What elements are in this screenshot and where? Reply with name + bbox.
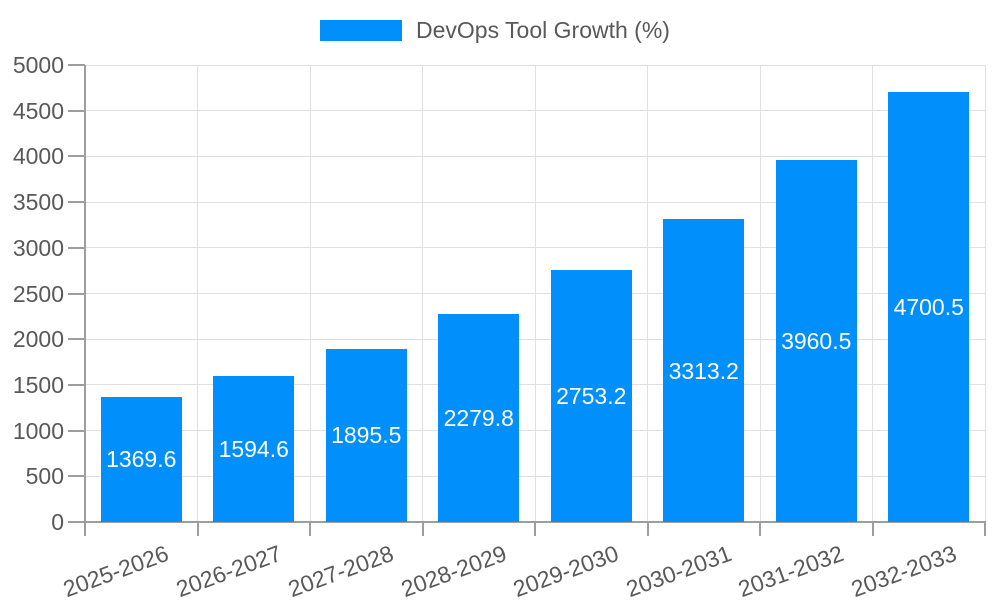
bar[interactable]: 1594.6: [213, 376, 295, 522]
x-axis-tick: [421, 522, 424, 536]
y-tick-label: 4000: [12, 143, 64, 170]
bar[interactable]: 1369.6: [100, 396, 182, 522]
bar[interactable]: 1895.5: [325, 348, 407, 522]
bar[interactable]: 2753.2: [550, 270, 632, 522]
bar[interactable]: 3313.2: [663, 219, 745, 522]
x-tick-label: 2028-2029: [397, 540, 510, 600]
x-axis-tick: [759, 522, 761, 536]
y-axis-tick: [68, 292, 85, 295]
bar-value-label: 2279.8: [443, 404, 514, 431]
bar[interactable]: 2279.8: [438, 313, 520, 522]
y-axis-line: [84, 65, 86, 524]
y-tick-label: 500: [25, 463, 64, 490]
x-tick-label: 2031-2032: [734, 540, 848, 600]
y-axis-tick: [68, 201, 85, 204]
y-tick-label: 2000: [12, 326, 64, 353]
bar-value-label: 4700.5: [893, 294, 964, 321]
legend-swatch-icon: [320, 19, 402, 41]
bar-value-label: 1594.6: [218, 436, 289, 463]
y-axis-tick: [68, 155, 85, 158]
bar-value-label: 1895.5: [331, 422, 402, 449]
y-tick-label: 3500: [12, 189, 64, 216]
x-gridline: [422, 65, 423, 522]
x-gridline: [309, 65, 311, 522]
x-tick-label: 2029-2030: [509, 540, 623, 600]
x-tick-label: 2032-2033: [847, 540, 960, 600]
y-axis-tick: [68, 109, 85, 112]
x-gridline: [759, 65, 761, 522]
y-axis-tick: [68, 475, 85, 478]
x-tick-label: 2026-2027: [172, 540, 285, 600]
bar[interactable]: 3960.5: [775, 160, 857, 522]
y-tick-label: 0: [51, 509, 64, 535]
x-tick-label: 2030-2031: [622, 540, 735, 600]
bar-value-label: 1369.6: [106, 446, 177, 473]
bar[interactable]: 4700.5: [888, 92, 970, 522]
x-tick-label: 2025-2026: [59, 540, 173, 600]
y-tick-label: 5000: [12, 52, 64, 78]
x-gridline: [984, 65, 986, 522]
y-axis-tick: [68, 338, 85, 341]
y-axis-tick: [68, 521, 85, 523]
x-axis-tick: [309, 522, 311, 536]
bar-value-label: 3960.5: [781, 327, 852, 354]
legend-label: DevOps Tool Growth (%): [416, 17, 670, 43]
y-tick-label: 1000: [12, 417, 64, 444]
x-axis-tick: [871, 522, 874, 536]
x-gridline: [872, 65, 873, 522]
x-gridline: [197, 65, 198, 522]
x-axis-tick: [984, 522, 986, 536]
x-axis-tick: [196, 522, 199, 536]
y-axis-tick: [68, 429, 85, 432]
y-tick-label: 3000: [12, 234, 64, 261]
bar-value-label: 3313.2: [668, 357, 739, 384]
x-gridline: [647, 65, 648, 522]
y-tick-label: 2500: [12, 280, 64, 307]
legend[interactable]: DevOps Tool Growth (%): [320, 18, 670, 42]
y-axis-tick: [68, 383, 85, 386]
y-axis-tick: [68, 64, 85, 66]
x-axis-tick: [534, 522, 536, 536]
bar-value-label: 2753.2: [556, 383, 627, 410]
x-axis-line: [84, 521, 986, 523]
y-axis-tick: [68, 246, 85, 249]
x-gridline: [534, 65, 536, 522]
y-tick-label: 1500: [12, 371, 64, 398]
x-tick-label: 2027-2028: [284, 540, 398, 600]
x-axis-tick: [646, 522, 649, 536]
y-tick-label: 4500: [12, 97, 64, 124]
x-axis-tick: [84, 522, 86, 536]
